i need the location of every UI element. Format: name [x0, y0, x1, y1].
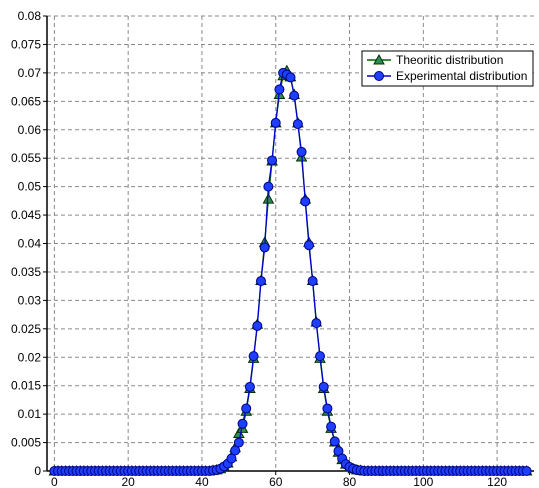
y-tick-label: 0.065: [11, 94, 41, 108]
data-point-experimental: [226, 453, 237, 464]
legend-swatch-marker-experimental: [374, 71, 384, 81]
legend: Theoritic distribution Experimental dist…: [361, 50, 534, 87]
data-point-experimental: [315, 351, 326, 362]
data-point-experimental: [285, 72, 296, 83]
data-point-experimental: [244, 381, 255, 392]
series-group: [48, 64, 533, 476]
y-tick-label: 0.015: [11, 379, 41, 393]
data-point-experimental: [326, 421, 337, 432]
data-point-experimental: [292, 119, 303, 130]
y-tick-label: 0.035: [11, 265, 41, 279]
data-point-experimental: [270, 117, 281, 128]
data-point-experimental: [521, 466, 532, 476]
y-tick-label: 0.025: [11, 322, 41, 336]
data-point-experimental: [252, 320, 263, 331]
y-tick-label: 0.06: [18, 123, 42, 137]
data-point-experimental: [303, 240, 314, 251]
data-point-experimental: [267, 155, 278, 166]
data-point-experimental: [311, 318, 322, 329]
y-tick-label: 0.055: [11, 151, 41, 165]
y-tick-label: 0: [34, 464, 41, 478]
legend-label-theoretic: Theoritic distribution: [396, 53, 503, 67]
data-point-experimental: [289, 90, 300, 101]
data-point-experimental: [230, 445, 241, 456]
y-tick-label: 0.005: [11, 436, 41, 450]
data-point-experimental: [307, 276, 318, 287]
y-tick-label: 0.07: [18, 66, 42, 80]
data-point-experimental: [329, 436, 340, 447]
data-point-experimental: [255, 276, 266, 287]
x-tick-label: 100: [413, 475, 433, 488]
y-tick-label: 0.05: [18, 180, 42, 194]
data-point-experimental: [322, 403, 333, 414]
x-tick-label: 60: [269, 475, 283, 488]
legend-swatch-marker-theoretic: [373, 53, 385, 65]
y-axis-ticks: 0 0.005 0.01 0.015 0.02 0.025 0.03 0.035 0.04 0.0…: [11, 9, 47, 478]
y-tick-label: 0.01: [18, 407, 42, 421]
y-tick-label: 0.03: [18, 293, 42, 307]
x-tick-label: 20: [121, 475, 135, 488]
x-tick-label: 120: [487, 475, 507, 488]
y-tick-label: 0.075: [11, 37, 41, 51]
data-point-experimental: [233, 437, 244, 448]
data-point-experimental: [296, 146, 307, 157]
data-point-experimental: [248, 351, 259, 362]
y-tick-label: 0.02: [18, 350, 42, 364]
series-experimental: [49, 67, 532, 476]
data-point-experimental: [300, 196, 311, 207]
data-point-experimental: [263, 181, 274, 192]
grid: [47, 15, 534, 471]
x-tick-label: 80: [343, 475, 357, 488]
y-tick-label: 0.08: [18, 9, 42, 23]
x-tick-label: 0: [51, 475, 58, 488]
data-point-experimental: [241, 403, 252, 414]
data-point-experimental: [259, 242, 270, 253]
y-tick-label: 0.045: [11, 208, 41, 222]
data-point-experimental: [274, 84, 285, 95]
data-point-experimental: [318, 381, 329, 392]
x-tick-label: 40: [195, 475, 209, 488]
legend-label-experimental: Experimental distribution: [396, 69, 527, 83]
data-point-experimental: [237, 418, 248, 429]
data-point-theoretic: [262, 193, 275, 204]
legend-box: [361, 50, 534, 87]
y-tick-label: 0.04: [18, 237, 42, 251]
